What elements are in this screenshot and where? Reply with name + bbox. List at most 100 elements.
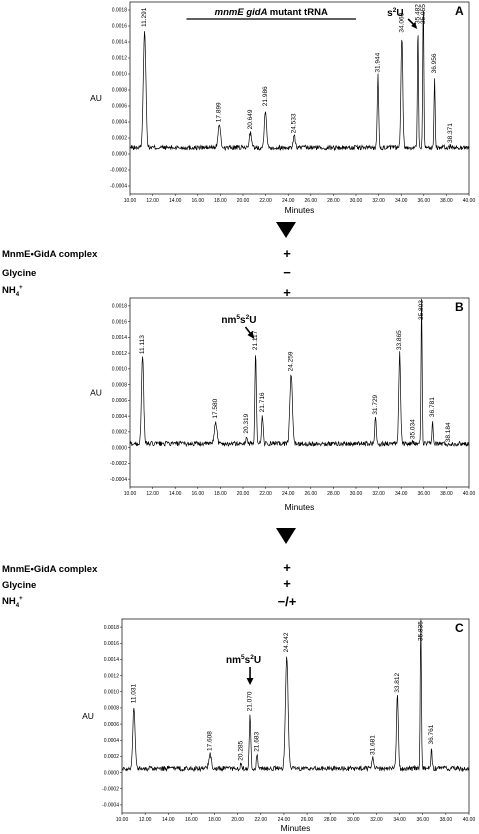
peak-label: 33.812: [394, 673, 401, 693]
y-tick-label: 0.0006: [112, 398, 128, 404]
annotation-nm5s2u: nm5s2U: [226, 654, 261, 666]
y-tick-label: 0.0008: [112, 88, 128, 94]
x-tick-label: 12.00: [146, 491, 159, 497]
y-tick-label: 0.0016: [104, 641, 120, 647]
annotation-arrowhead-icon: [411, 22, 418, 29]
x-tick-label: 32.00: [370, 817, 383, 823]
x-tick-label: 14.00: [169, 491, 182, 497]
x-tick-label: 10.00: [124, 198, 137, 204]
peak-label: 21.117: [252, 330, 259, 350]
peak-label: 17.580: [212, 398, 219, 418]
x-tick-label: 30.00: [347, 817, 360, 823]
y-tick-label: 0.0010: [104, 689, 120, 695]
x-tick-label: 28.00: [327, 198, 340, 204]
x-tick-label: 34.00: [393, 817, 406, 823]
y-tick-label: 0.0002: [112, 430, 128, 436]
y-tick-label: 0.0006: [104, 722, 120, 728]
y-tick-label: 0.0000: [112, 445, 128, 451]
y-tick-label: 0.0008: [112, 382, 128, 388]
x-tick-label: 26.00: [305, 198, 318, 204]
y-axis-label: AU: [82, 711, 94, 721]
x-tick-label: 28.00: [324, 817, 337, 823]
y-tick-label: 0.0012: [104, 673, 120, 679]
peak-label: 17.899: [216, 102, 223, 122]
peak-label: 36.781: [429, 397, 436, 417]
x-tick-label: 38.00: [440, 491, 453, 497]
y-tick-label: 0.0012: [112, 56, 128, 62]
y-tick-label: 0.0018: [112, 8, 128, 14]
y-tick-label: 0.0008: [104, 706, 120, 712]
x-tick-label: 10.00: [116, 817, 129, 823]
x-tick-label: 40.00: [463, 198, 476, 204]
x-tick-label: 34.00: [395, 198, 408, 204]
plot-frame: [129, 297, 470, 488]
x-tick-label: 38.00: [440, 198, 453, 204]
y-tick-label: 0.0014: [112, 40, 128, 46]
y-tick-label: -0.0004: [110, 477, 127, 483]
x-tick-label: 22.00: [259, 198, 272, 204]
x-tick-label: 20.00: [231, 817, 244, 823]
x-tick-label: 40.00: [463, 817, 476, 823]
x-tick-label: 32.00: [372, 491, 385, 497]
y-tick-label: 0.0018: [112, 304, 128, 310]
y-tick-label: 0.0010: [112, 72, 128, 78]
x-tick-label: 22.00: [259, 491, 272, 497]
x-tick-label: 14.00: [169, 198, 182, 204]
peak-label: 11.113: [139, 335, 146, 354]
trace-line: [129, 298, 470, 448]
condition-nh4-2: NH4+: [2, 596, 23, 610]
y-tick-label: 0.0004: [104, 738, 120, 744]
annotation-arrowhead-icon: [246, 678, 254, 685]
condition-nh4-1: NH4+: [2, 285, 23, 299]
peak-label: 24.533: [291, 113, 298, 133]
x-tick-label: 30.00: [350, 198, 363, 204]
x-tick-label: 28.00: [327, 491, 340, 497]
x-tick-label: 36.00: [418, 198, 431, 204]
y-tick-label: 0.0006: [112, 104, 128, 110]
x-tick-label: 16.00: [192, 491, 205, 497]
x-tick-label: 24.00: [278, 817, 291, 823]
y-tick-label: 0.0002: [112, 136, 128, 142]
x-tick-label: 18.00: [208, 817, 221, 823]
step-arrow-2-icon: [276, 528, 296, 544]
x-tick-label: 16.00: [192, 198, 205, 204]
annotation-arrowhead-icon: [247, 331, 255, 339]
y-tick-label: 0.0010: [112, 367, 128, 373]
peak-label: 35.955: [420, 4, 427, 24]
panel-letter: A: [455, 4, 464, 18]
peak-label: 36.761: [428, 724, 435, 744]
x-tick-label: 12.00: [146, 198, 159, 204]
x-tick-label: 26.00: [305, 491, 318, 497]
x-tick-label: 38.00: [440, 817, 453, 823]
x-tick-label: 24.00: [282, 491, 295, 497]
y-tick-label: 0.0016: [112, 24, 128, 30]
plot-frame: [129, 1, 470, 195]
condition-glycine-1: Glycine: [2, 268, 37, 279]
y-tick-label: 0.0014: [104, 657, 120, 663]
peak-label: 31.944: [374, 52, 381, 72]
peak-label: 20.649: [247, 109, 254, 129]
condition-value-mnme-gida-2: +: [283, 560, 291, 575]
x-axis-label: Minutes: [285, 502, 315, 512]
peak-label: 31.729: [372, 394, 379, 414]
y-tick-label: 0.0000: [104, 770, 120, 776]
peak-label: 35.835: [417, 621, 424, 641]
y-tick-label: 0.0000: [112, 152, 128, 158]
x-tick-label: 20.00: [237, 198, 250, 204]
x-tick-label: 18.00: [214, 491, 227, 497]
peak-label: 21.070: [247, 691, 254, 711]
y-axis-label: AU: [90, 93, 102, 103]
y-axis-label: AU: [90, 388, 102, 398]
y-tick-label: 0.0012: [112, 351, 128, 357]
peak-label: 21.716: [259, 392, 266, 412]
peak-label: 21.986: [262, 86, 269, 106]
peak-label: 20.285: [237, 740, 244, 760]
step-arrow-1-icon: [276, 222, 296, 238]
x-tick-label: 36.00: [416, 817, 429, 823]
trace-line: [121, 619, 470, 773]
x-tick-label: 18.00: [214, 198, 227, 204]
y-tick-label: 0.0014: [112, 335, 128, 341]
peak-label: 11.291: [141, 7, 148, 27]
peak-label: 36.956: [431, 53, 438, 73]
